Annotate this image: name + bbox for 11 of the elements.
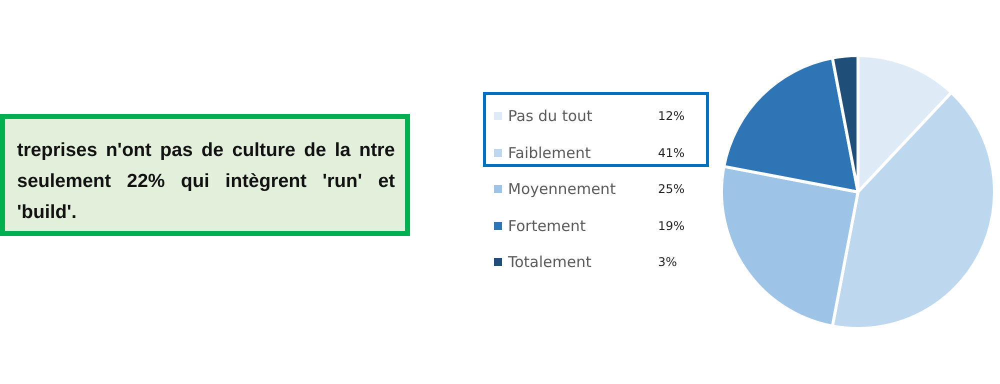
legend-label: Pas du tout [508,107,594,126]
data-label: 41% [658,146,685,160]
legend-label: Moyennement [508,180,617,198]
data-label: 3% [658,255,678,270]
data-label: 12% [658,109,685,124]
text: treprises n'ont pas de culture de la ntre seulement 22% qui intègrent 'run' et 'build'. [17,139,395,225]
legend-label: Faiblement [508,144,592,162]
legend-label: Totalement [508,253,592,272]
data-label: 19% [658,218,685,233]
data-label: 25% [658,182,685,196]
legend-label: Fortement [508,216,587,235]
